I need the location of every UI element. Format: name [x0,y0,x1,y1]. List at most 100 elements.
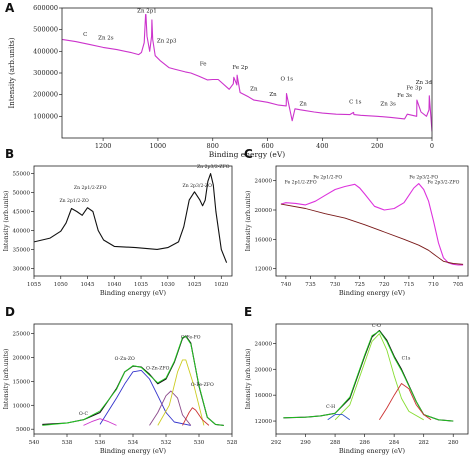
x-tick-label: 532 [161,440,172,446]
peak-annotation: O 1s [280,77,293,83]
x-tick-label: 400 [316,142,328,150]
peak-annotation: Zn 2p1 [137,8,157,14]
series-line-6 [157,359,205,426]
x-tick-label: 1045 [81,282,95,288]
x-tick-label: 288 [330,440,341,446]
y-tick-label: 200000 [33,91,58,99]
y-tick-label: 45000 [13,210,31,216]
series-line-2 [283,330,454,422]
y-tick-label: 55000 [13,172,31,178]
x-tick-label: 725 [354,282,365,288]
peak-annotation: O-Fe-ZFO [191,382,214,388]
x-tick-label: 292 [271,440,282,446]
y-tick-label: 30000 [13,266,31,272]
y-tick-label: 50000 [13,191,31,197]
peak-annotation: Zn 2p1/2-ZFO [74,185,107,191]
series-line-3 [99,369,191,426]
x-axis-label: Binding energy (eV) [339,289,406,297]
panel-label: A [5,1,15,15]
series-line-1 [62,13,432,132]
series-line-5 [149,390,192,426]
x-tick-label: 0 [430,142,434,150]
y-tick-label: 12000 [255,419,273,425]
peak-annotation: Fe 3p [406,85,422,91]
panel-a: A 1200 1000 800 600 400 200 0 100000 200000 300000… [5,1,434,159]
peak-annotation: O-C [79,411,88,417]
x-tick-label: 538 [62,440,73,446]
series-line-1 [34,173,228,263]
panel-label: B [5,147,14,161]
panel-b: B 1055 1050 1045 1040 1035 1030 1025 1020 30000 35… [3,147,233,297]
y-tick-label: 20000 [255,367,273,373]
y-axis-label: Intensity (arb.units) [3,349,10,410]
x-tick-label: 1055 [27,282,41,288]
panel-d: D 540 538 536 534 532 530 528 5000 10000 15000 2000… [3,305,238,455]
panel-label: E [244,305,252,319]
peak-annotation: O-Zn-ZO [115,356,135,362]
peak-annotation: C-O [372,323,381,329]
x-axis-label: Binding energy (eV) [100,289,167,297]
y-tick-label: 24000 [255,341,273,347]
series-line-4 [379,383,432,421]
x-tick-label: 1035 [134,282,148,288]
y-tick-label: 15000 [13,379,31,385]
y-tick-label: 400000 [33,47,58,55]
peak-annotation: Zn 2s [98,35,114,41]
y-tick-label: 12000 [255,267,273,273]
peak-annotation: Fe 2p [232,65,248,71]
series-group [42,335,224,426]
y-tick-label: 16000 [255,393,273,399]
peak-annotation: Fe 2p1/2-ZFO [285,180,317,186]
peak-annotation: O-Zn-ZFO [146,365,170,371]
x-tick-label: 1200 [95,142,112,150]
peak-annotation: Fe [200,61,207,67]
plot-frame [275,323,469,435]
plot-frame [275,165,469,277]
plot-frame [61,7,433,139]
panel-label: D [5,305,15,319]
y-tick-label: 300000 [33,69,58,77]
series-line-4 [83,418,117,426]
x-tick-label: 282 [418,440,429,446]
series-line-7 [182,407,210,426]
y-tick-label: 20000 [255,208,273,214]
x-tick-label: 710 [428,282,439,288]
x-tick-label: 284 [389,440,400,446]
x-tick-label: 530 [194,440,205,446]
x-tick-label: 740 [281,282,292,288]
x-tick-label: 534 [128,440,139,446]
series-group [280,183,464,266]
peak-annotation: Zn 2p1/2-ZO [59,198,89,204]
peak-annotation: C 1s [349,99,361,105]
x-axis-label: Binding energy (eV) [100,447,167,455]
y-axis-label: Intensity (arb.units) [8,37,16,108]
peak-annotation: C-H [326,404,335,410]
y-tick-label: 24000 [255,179,273,185]
series-line-2 [280,203,464,265]
x-tick-label: 286 [359,440,370,446]
x-tick-label: 730 [330,282,341,288]
series-line-2 [42,335,224,426]
x-tick-label: 1025 [188,282,202,288]
series-group [62,13,432,132]
peak-annotation: Zn 2p3/2-ZFO [197,164,230,170]
y-tick-label: 20000 [13,355,31,361]
series-group [283,329,454,422]
y-tick-label: 5000 [16,427,30,433]
y-tick-label: 100000 [33,112,58,120]
x-tick-label: 290 [300,440,311,446]
peak-annotation: C1s [402,356,411,362]
x-tick-label: 1020 [214,282,228,288]
y-axis-label: Intensity (arb.units) [245,191,252,252]
peak-annotation: O-Fe-FO [181,334,201,340]
peak-annotation: Fe 2p3/2-FO [409,174,438,180]
y-tick-label: 500000 [33,26,58,34]
series-group [34,173,228,263]
x-tick-label: 1050 [54,282,68,288]
peak-annotation: Zn 2p3 [157,39,177,45]
y-tick-label: 25000 [13,332,31,338]
peak-annotation: Fe 3s [397,93,412,99]
y-tick-label: 16000 [255,237,273,243]
panel-label: C [244,147,253,161]
